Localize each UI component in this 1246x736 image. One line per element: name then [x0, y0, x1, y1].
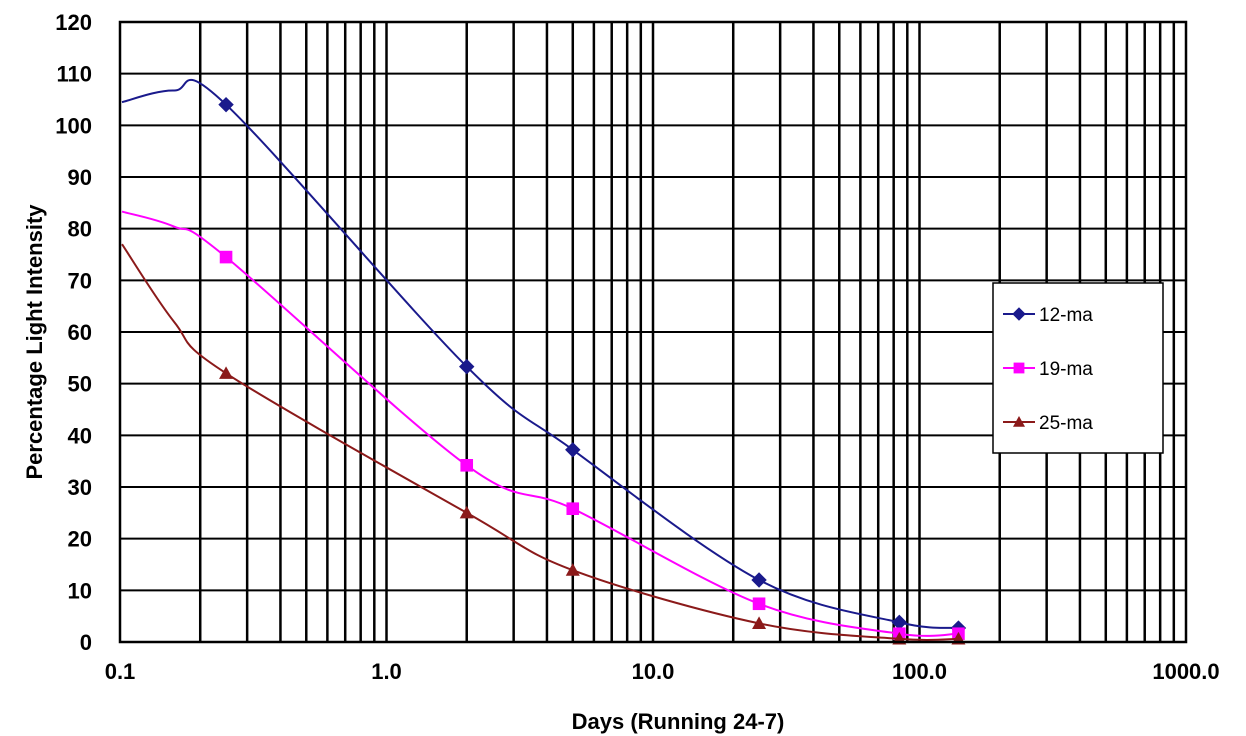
tick-labels: 0 10 20 30 40 50 60 70 80 90 100 110 120 0.1 1.0 10.0 10…: [55, 10, 1219, 684]
x-tick-label: 10.0: [632, 659, 675, 684]
data-point: [459, 358, 475, 375]
data-point: [751, 572, 767, 588]
y-tick-label: 110: [57, 62, 93, 87]
data-point: [752, 597, 766, 611]
series-line: [121, 243, 959, 642]
data-point: [459, 505, 474, 519]
series-line: [121, 210, 959, 637]
y-tick-label: 90: [68, 165, 92, 190]
y-tick-label: 70: [68, 268, 92, 293]
y-tick-label: 10: [68, 578, 92, 603]
series-layer: [121, 78, 967, 645]
data-point: [219, 366, 234, 379]
y-tick-label: 0: [80, 630, 92, 655]
legend-item: 12-ma: [1003, 305, 1093, 326]
data-point: [752, 616, 767, 629]
plot-frame: [118, 20, 1188, 644]
x-tick-label: 1.0: [371, 659, 402, 684]
legend-label: 25-ma: [1039, 413, 1093, 434]
x-tick-label: 0.1: [105, 659, 136, 684]
y-tick-label: 120: [55, 10, 92, 35]
y-tick-label: 60: [68, 320, 92, 345]
series-line: [121, 78, 959, 629]
y-tick-label: 30: [68, 475, 92, 500]
legend-label: 19-ma: [1039, 359, 1093, 380]
y-axis-title: Percentage Light Intensity: [22, 204, 47, 480]
legend: 12-ma 19-ma 25-ma: [992, 282, 1164, 454]
legend-marker: [1013, 416, 1025, 427]
data-point: [566, 502, 580, 515]
data-point: [218, 96, 234, 113]
grid: [120, 22, 1186, 642]
y-tick-label: 20: [68, 527, 92, 552]
data-point: [219, 250, 233, 264]
x-axis-title: Days (Running 24-7): [572, 709, 785, 734]
legend-marker: [1012, 307, 1026, 321]
legend-label: 12-ma: [1039, 305, 1093, 326]
legend-item: 19-ma: [1003, 359, 1093, 380]
data-point: [565, 442, 581, 458]
x-tick-label: 1000.0: [1152, 659, 1219, 684]
legend-item: 25-ma: [1003, 413, 1093, 434]
y-tick-label: 50: [68, 372, 92, 397]
y-tick-label: 40: [68, 423, 92, 448]
data-point: [460, 459, 474, 472]
legend-marker: [1013, 362, 1025, 374]
x-tick-label: 100.0: [892, 659, 947, 684]
y-tick-label: 100: [55, 113, 92, 138]
y-tick-label: 80: [68, 217, 92, 242]
data-point: [565, 563, 580, 576]
